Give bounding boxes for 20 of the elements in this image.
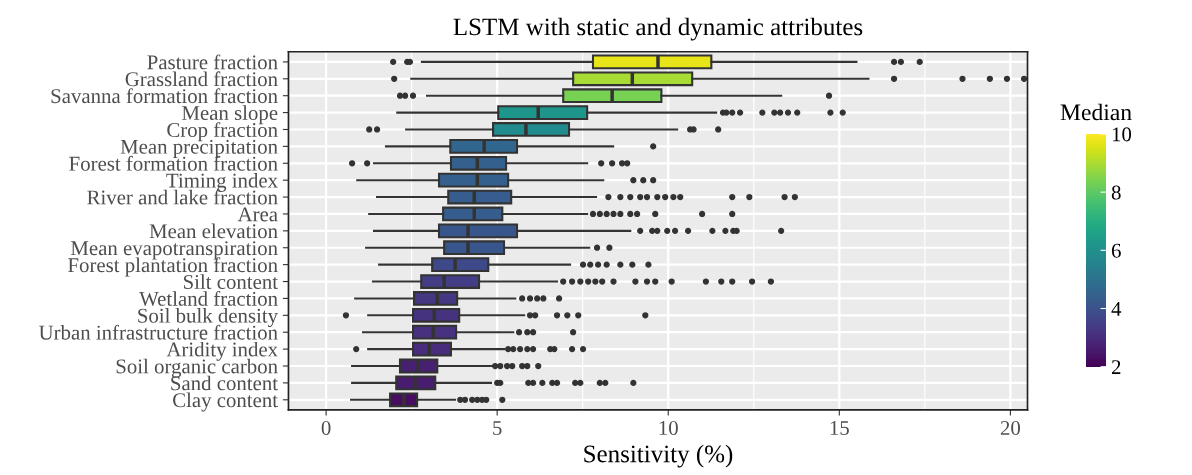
x-tick-label: 10 <box>659 420 678 435</box>
color-bar-label: 8 <box>1111 185 1121 200</box>
color-bar-label: 6 <box>1111 243 1121 258</box>
x-tick-label: 20 <box>1000 420 1021 435</box>
x-tick-label: 0 <box>321 420 331 435</box>
y-tick-label: Wetland fraction <box>139 290 278 306</box>
y-tick-label: Pasture fraction <box>147 54 278 70</box>
y-tick-label: Savanna formation fraction <box>51 88 278 104</box>
x-axis-title: Sensitivity (%) <box>584 444 733 468</box>
color-bar-label: 10 <box>1112 127 1132 142</box>
y-tick-label: Area <box>237 207 278 222</box>
chart-title: LSTM with static and dynamic attributes <box>453 17 863 41</box>
y-tick-label: Mean elevation <box>149 223 278 239</box>
y-tick-label: Clay content <box>173 392 278 412</box>
color-bar-label: 4 <box>1111 302 1122 316</box>
x-tick-label: 15 <box>830 421 849 435</box>
color-bar-label: 2 <box>1111 360 1121 374</box>
y-tick-label: Grassland fraction <box>125 71 278 87</box>
color-bar-title: Median <box>1060 103 1132 121</box>
x-tick-label: 5 <box>493 421 502 435</box>
